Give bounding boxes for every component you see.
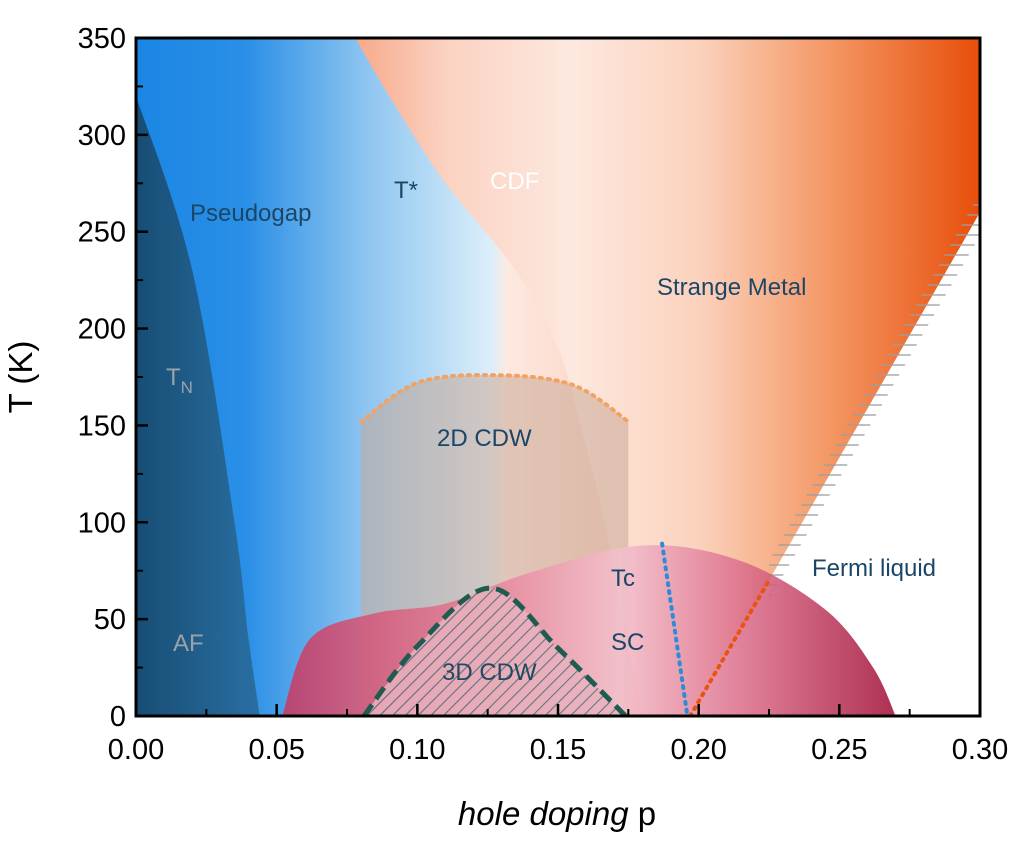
region-label-t-star: T* xyxy=(394,177,418,204)
x-tick-label: 0.15 xyxy=(530,734,586,766)
x-tick-label: 0.05 xyxy=(248,734,304,766)
region-label-cdf: CDF xyxy=(490,168,539,195)
x-ticks: 0.00 0.05 0.10 0.15 0.20 0.25 0.30 xyxy=(108,704,1008,766)
y-axis-label: T (K) xyxy=(2,341,39,414)
x-tick-label: 0.20 xyxy=(670,734,726,766)
y-tick-label: 0 xyxy=(110,701,126,733)
tn-main: T xyxy=(166,364,181,391)
cdw-3d-onset-line xyxy=(361,585,628,716)
x-axis-label-suffix: p xyxy=(629,795,657,832)
region-label-af: AF xyxy=(173,630,204,657)
y-tick-label: 350 xyxy=(78,23,126,55)
y-tick-label: 250 xyxy=(78,217,126,249)
region-label-strange-metal: Strange Metal xyxy=(657,274,806,301)
region-label-pseudogap: Pseudogap xyxy=(190,200,311,227)
fermi-liquid-line xyxy=(688,578,771,716)
region-label-tc: Tc xyxy=(611,565,635,592)
region-label-tn: TN xyxy=(166,364,193,397)
cdw-3d-region xyxy=(363,588,626,716)
cdw-2d-onset-line xyxy=(359,373,631,424)
region-label-2d-cdw: 2D CDW xyxy=(437,425,532,452)
tc-line xyxy=(660,541,690,716)
y-tick-label: 150 xyxy=(78,410,126,442)
x-axis-label: hole doping p xyxy=(458,795,656,832)
x-axis-label-italic: hole doping xyxy=(458,795,629,832)
region-label-3d-cdw: 3D CDW xyxy=(442,659,537,686)
fermi-liquid-crossover-hatch xyxy=(769,193,980,600)
y-tick-label: 100 xyxy=(78,507,126,539)
tn-subscript: N xyxy=(181,378,193,397)
x-tick-label: 0.00 xyxy=(108,734,164,766)
y-ticks: 0 50 100 150 200 250 300 350 xyxy=(78,23,148,733)
y-tick-label: 50 xyxy=(94,604,126,636)
af-region xyxy=(136,96,260,716)
y-tick-label: 200 xyxy=(78,314,126,346)
region-label-fermi-liquid: Fermi liquid xyxy=(812,555,936,582)
region-label-sc: SC xyxy=(611,629,644,656)
x-tick-label: 0.10 xyxy=(389,734,445,766)
x-tick-label: 0.25 xyxy=(811,734,867,766)
x-tick-label: 0.30 xyxy=(952,734,1008,766)
fermi-liquid-region xyxy=(690,212,980,716)
y-tick-label: 300 xyxy=(78,120,126,152)
